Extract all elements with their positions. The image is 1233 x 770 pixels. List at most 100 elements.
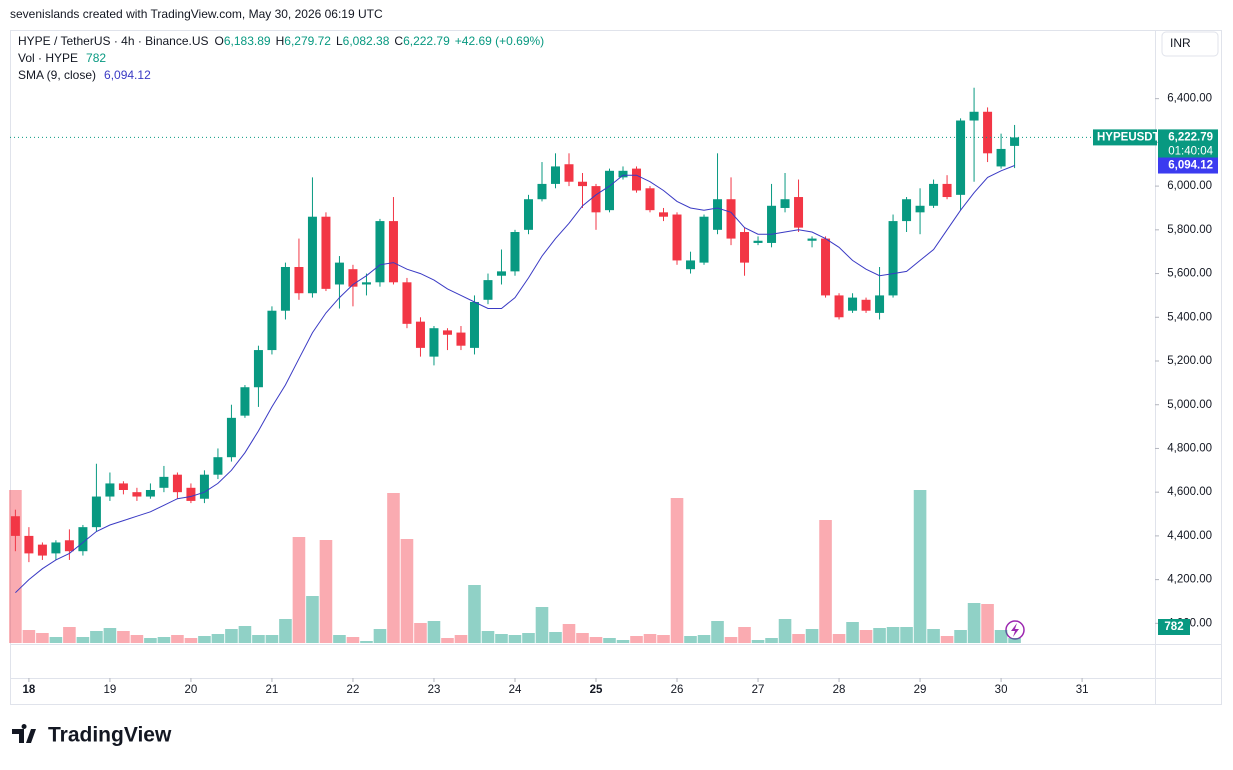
alert-bolt	[1011, 623, 1019, 637]
volume-bar	[360, 641, 373, 643]
volume-bar	[157, 637, 171, 643]
volume-bar	[994, 630, 1008, 643]
volume-bar	[832, 634, 846, 643]
candle-body	[726, 199, 736, 239]
volume-bar	[684, 636, 697, 643]
candle-body	[37, 544, 47, 556]
y-tick-label: 6,000.00	[1167, 180, 1212, 192]
volume-bar	[90, 631, 103, 643]
volume-bar	[643, 634, 657, 643]
candle-body	[686, 260, 696, 270]
candle-body	[564, 164, 574, 182]
candle-body	[105, 483, 115, 497]
volume-bar	[576, 633, 589, 643]
candle-body	[361, 282, 371, 285]
volume-bar	[481, 631, 495, 643]
sma-label: 6,094.12	[1168, 160, 1213, 172]
volume-bar	[751, 640, 765, 643]
candle-body	[618, 170, 628, 178]
volume-bar	[63, 627, 76, 643]
volume-bar	[549, 632, 562, 643]
candle-body	[267, 310, 277, 351]
volume-bar	[346, 637, 360, 643]
candle-body	[902, 199, 912, 222]
y-tick-label: 4,400.00	[1167, 530, 1212, 542]
volume-bar	[211, 634, 225, 643]
x-tick-label: 25	[590, 684, 603, 696]
x-tick-label: 29	[914, 684, 927, 696]
candle-body	[334, 262, 344, 285]
candle-body	[402, 282, 412, 324]
y-tick-label: 6,400.00	[1167, 93, 1212, 105]
currency[interactable]: INR	[1170, 36, 1191, 50]
volume-bar	[22, 630, 36, 643]
volume-bar	[414, 623, 427, 643]
volume-bar	[387, 493, 400, 643]
price-badge	[1158, 129, 1218, 160]
volume-bar	[319, 540, 333, 643]
candle-body	[699, 216, 709, 263]
volume-bar	[630, 636, 643, 643]
candle-body	[172, 474, 182, 493]
x-tick-label: 22	[347, 684, 360, 696]
volume-bar	[927, 629, 940, 643]
y-tick-label: 4,800.00	[1167, 442, 1212, 454]
candle-body	[321, 216, 331, 289]
candle-body	[24, 535, 34, 554]
candle-body	[186, 487, 196, 501]
volume-bar	[117, 631, 130, 643]
y-tick-label: 5,400.00	[1167, 311, 1212, 323]
logo: TradingView	[12, 724, 172, 747]
price-label: 6,222.79	[1168, 131, 1213, 143]
x-tick-label: 19	[104, 684, 117, 696]
x-tick-label: 28	[833, 684, 846, 696]
volume-bar	[495, 634, 508, 643]
candle-body	[969, 111, 979, 121]
x-tick-label: 21	[266, 684, 279, 696]
candle-body	[659, 212, 669, 217]
candle-body	[253, 350, 263, 388]
candle-body	[375, 221, 385, 283]
candle-body	[213, 457, 223, 475]
volume-bar	[400, 539, 414, 643]
volume-bars	[9, 490, 1021, 643]
currency-button[interactable]	[1161, 31, 1219, 57]
volume-bar	[103, 628, 117, 643]
candle-body	[983, 111, 993, 154]
volume-bar	[279, 619, 292, 643]
x-tick-label: 27	[752, 684, 765, 696]
volume-bar	[333, 635, 346, 643]
volume-bar	[603, 638, 616, 643]
candle-body	[469, 301, 479, 348]
volume-bar	[954, 630, 967, 643]
volume-bar	[670, 498, 684, 643]
legend-sma: SMA (9, close) 6,094.12	[18, 68, 151, 82]
volume-bar	[886, 627, 900, 643]
candle-body	[78, 527, 88, 552]
y-tick-label: 5,200.00	[1167, 355, 1212, 367]
volume-bar	[373, 629, 387, 643]
volume-bar	[522, 633, 535, 643]
candle-body	[483, 280, 493, 300]
y-tick-label: 5,000.00	[1167, 399, 1212, 411]
candle-body	[456, 332, 466, 346]
volume-bar	[184, 638, 198, 643]
volume-bar	[724, 637, 738, 643]
candle-body	[442, 330, 452, 335]
candle-body	[1010, 137, 1020, 146]
candle-body	[713, 199, 723, 230]
candle-body	[348, 269, 358, 287]
candle-body	[929, 183, 939, 206]
volume-bar	[265, 635, 279, 643]
volume-bar	[981, 604, 994, 643]
candle-body	[429, 328, 439, 357]
candle-body	[523, 199, 533, 230]
symbol-badge	[1093, 129, 1157, 146]
volume-bar	[562, 624, 576, 643]
volume-bar	[616, 640, 630, 643]
y-tick-label: 4,600.00	[1167, 486, 1212, 498]
candle-body	[550, 166, 560, 184]
x-tick-label: 30	[995, 684, 1008, 696]
candle-body	[753, 240, 763, 243]
volume-bar	[468, 585, 481, 643]
